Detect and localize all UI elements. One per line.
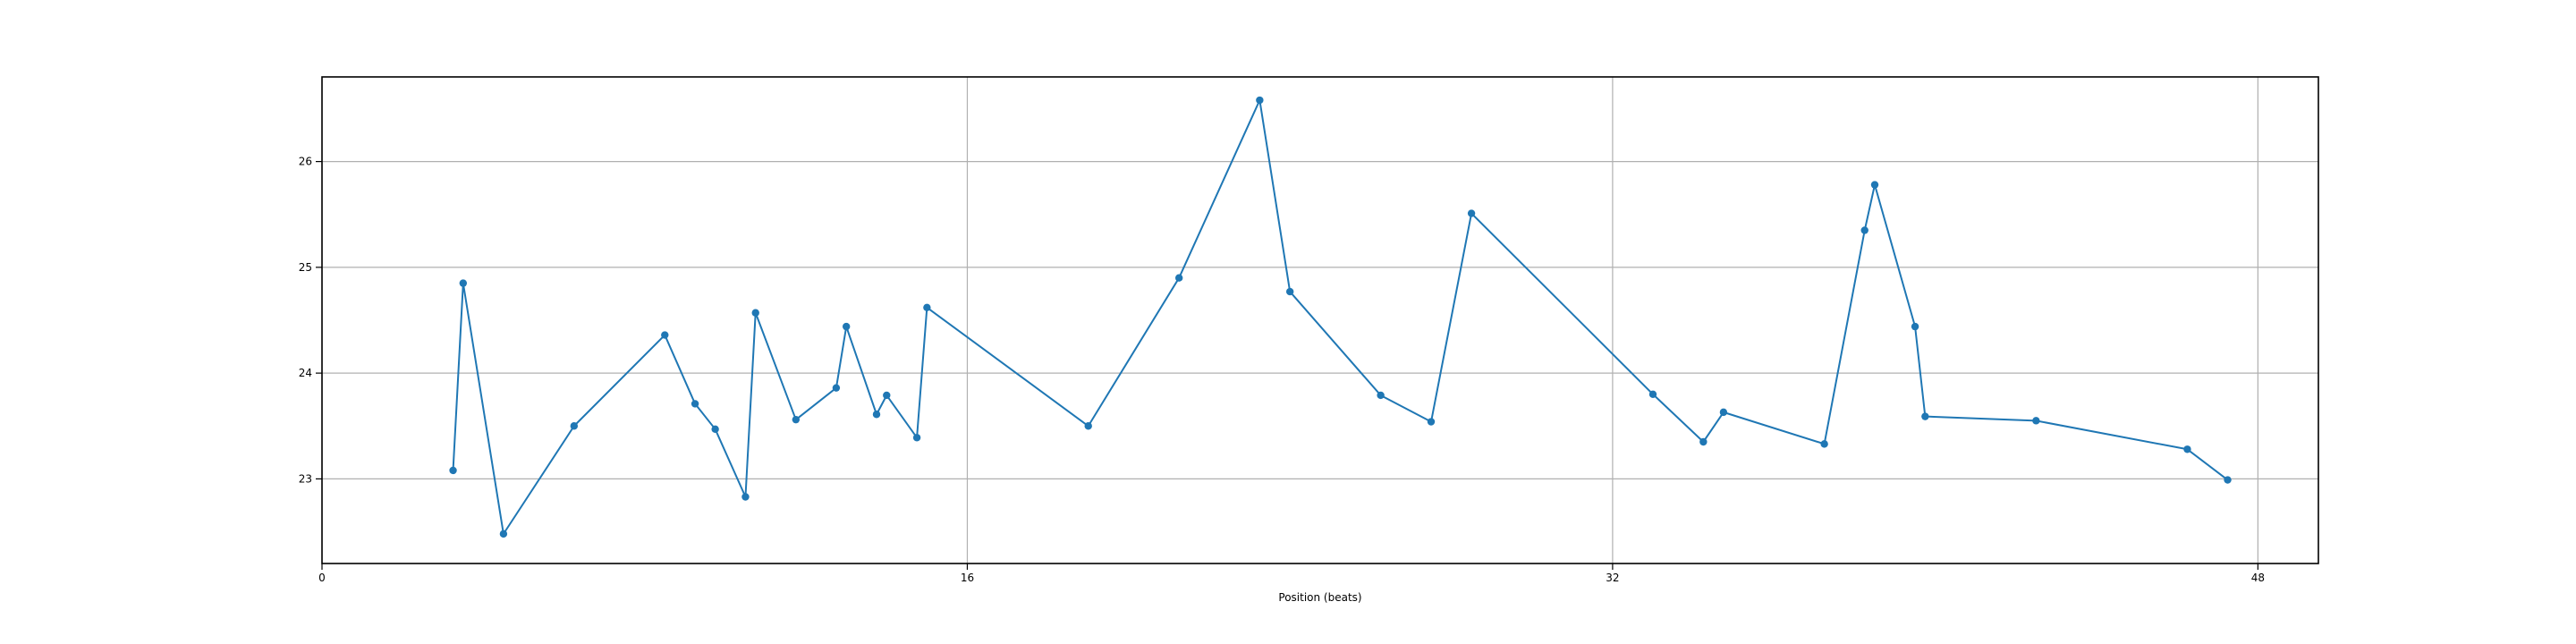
- x-tick-label: 48: [2251, 572, 2265, 584]
- data-point: [1699, 437, 1707, 446]
- plot-area-frame: [321, 76, 2319, 564]
- x-axis-label: Position (beats): [1278, 591, 1361, 604]
- y-tick-label: 26: [299, 156, 312, 168]
- data-point: [1820, 440, 1828, 448]
- data-point: [792, 415, 801, 424]
- y-tick-label: 23: [299, 472, 312, 485]
- data-point: [912, 434, 921, 442]
- data-point: [1427, 418, 1436, 426]
- data-point: [459, 279, 468, 287]
- data-point: [711, 425, 719, 434]
- data-point: [1084, 422, 1092, 430]
- data-point: [923, 303, 931, 312]
- grid-lines: [321, 77, 2318, 564]
- data-point: [1911, 322, 1919, 331]
- axis-ticks: 0 16 32 48 23 24 25 26: [299, 156, 2265, 584]
- data-point: [872, 411, 881, 419]
- data-point: [1921, 412, 1929, 420]
- data-point: [691, 400, 699, 408]
- x-tick-label: 32: [1606, 572, 1619, 584]
- data-point: [1467, 209, 1476, 217]
- y-tick-label: 25: [299, 261, 312, 274]
- data-point: [1285, 287, 1294, 296]
- data-point: [1870, 181, 1879, 189]
- data-point: [1648, 390, 1657, 398]
- data-point: [741, 493, 750, 501]
- x-tick-label: 0: [318, 572, 326, 584]
- data-point: [842, 322, 851, 331]
- data-point: [1860, 226, 1868, 234]
- data-point: [751, 309, 759, 317]
- data-point: [832, 384, 841, 392]
- data-point: [499, 530, 508, 538]
- data-point: [883, 391, 891, 400]
- data-point: [2032, 417, 2040, 425]
- data-series: [449, 96, 2232, 538]
- data-point: [2183, 445, 2191, 453]
- data-point: [1377, 391, 1385, 400]
- data-point: [661, 331, 669, 339]
- data-point: [1174, 274, 1183, 282]
- y-tick-label: 24: [299, 367, 312, 379]
- series-line: [452, 99, 2229, 535]
- data-point: [570, 422, 579, 430]
- data-point: [449, 466, 457, 475]
- data-point: [1256, 96, 1264, 105]
- data-point: [2224, 476, 2232, 484]
- data-point: [1719, 408, 1728, 417]
- x-tick-label: 16: [961, 572, 974, 584]
